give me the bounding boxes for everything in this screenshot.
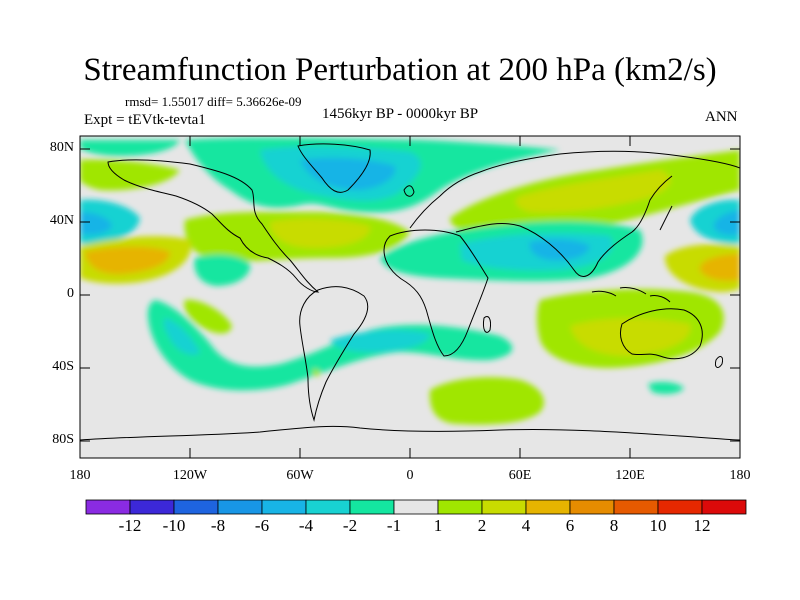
colorbar-swatch — [525, 499, 571, 515]
contour-positive-subtropical-west-core — [85, 246, 170, 274]
colorbar-swatch — [613, 499, 659, 515]
colorbar-swatch — [129, 499, 175, 515]
coastlines — [80, 143, 740, 441]
colorbar-label: 8 — [609, 516, 619, 535]
contour-negative-north-core — [300, 158, 396, 190]
contour-negative-east-edge-core — [713, 210, 740, 236]
period-label: 1456kyr BP - 0000kyr BP — [322, 106, 479, 122]
colorbar-label: 4 — [521, 516, 531, 535]
colorbar-swatch — [173, 499, 219, 515]
x-axis-label: 120W — [172, 468, 208, 483]
colorbar-label: -6 — [254, 516, 270, 535]
contour-positive-indian-ocean-core — [570, 318, 691, 356]
colorbar-swatch — [85, 499, 131, 515]
contour-negative-northwest — [80, 140, 180, 156]
coastline-south-america — [299, 286, 369, 422]
y-axis-label: 80S — [52, 432, 74, 447]
colorbar-label: 1 — [433, 516, 443, 535]
axis-ticks — [79, 136, 741, 458]
colorbar-swatch — [305, 499, 351, 515]
coastline-north-america — [107, 159, 320, 293]
colorbar-swatch — [349, 499, 395, 515]
contour-negative-south-atlantic — [330, 329, 430, 352]
x-axis-label: 60E — [508, 468, 532, 483]
colorbar-label: 10 — [649, 516, 667, 535]
colorbar-label: -12 — [118, 516, 142, 535]
contour-negative-asia-core — [529, 239, 590, 261]
colorbar-label: -4 — [298, 516, 314, 535]
colorbar-label: 12 — [693, 516, 711, 535]
contour-positive-small — [312, 369, 320, 377]
coastline-africa — [383, 229, 489, 357]
stats-line: rmsd= 1.55017 diff= 5.36626e-09 — [125, 94, 302, 109]
experiment-label: Expt = tEVtk-tevta1 — [84, 112, 206, 128]
coastline-antarctica — [80, 425, 740, 441]
coastline-indonesia — [591, 287, 671, 303]
y-axis-label: 40N — [49, 213, 74, 228]
colorbar-label: 6 — [565, 516, 575, 535]
contour-negative-south-indian — [648, 381, 684, 395]
colorbar-label: -10 — [162, 516, 186, 535]
coastline-eurasia — [409, 150, 740, 277]
contour-positive-southern-ocean — [429, 377, 544, 425]
colorbar-label: 2 — [477, 516, 487, 535]
figure-title: Streamfunction Perturbation at 200 hPa (… — [83, 52, 717, 88]
x-axis-label: 120E — [615, 468, 645, 483]
coastline-uk — [403, 185, 415, 197]
colorbar — [85, 499, 747, 515]
colorbar-swatch — [261, 499, 307, 515]
contour-negative-south-core — [163, 318, 200, 355]
contour-negative-south-pacific — [147, 300, 513, 391]
y-axis-label: 80N — [49, 140, 74, 155]
coastline-greenland — [297, 143, 371, 193]
x-axis-label: 60W — [286, 468, 314, 483]
colorbar-swatch — [657, 499, 703, 515]
y-axis-label: 0 — [67, 286, 74, 301]
x-axis-label: 180 — [69, 468, 91, 483]
colorbar-label: -1 — [386, 516, 402, 535]
colorbar-swatch — [217, 499, 263, 515]
colorbar-swatch — [569, 499, 615, 515]
season-label: ANN — [705, 109, 738, 125]
contour-negative-tropical-pacific — [194, 254, 251, 286]
colorbar-label: -8 — [210, 516, 226, 535]
contour-positive-subtropical-east-core — [699, 254, 740, 281]
x-axis-label: 180 — [729, 468, 751, 483]
coastline-japan — [659, 205, 673, 231]
colorbar-swatch — [481, 499, 527, 515]
x-axis-label: 0 — [406, 468, 414, 483]
y-axis-label: 40S — [52, 359, 74, 374]
colorbar-swatch — [437, 499, 483, 515]
coastline-madagascar — [483, 316, 491, 333]
contour-positive-north-america-core — [270, 218, 371, 248]
coastline-australia — [619, 308, 703, 360]
contour-positive-south-pacific — [184, 299, 232, 334]
colorbar-label: -2 — [342, 516, 358, 535]
contour-positive-eurasia-core — [515, 170, 671, 213]
contour-positive-northwest — [80, 159, 180, 191]
contour-fields — [80, 137, 740, 441]
colorbar-swatch — [393, 499, 439, 515]
colorbar-swatch — [701, 499, 747, 515]
contour-negative-west-edge-core — [80, 212, 112, 235]
coastline-new-zealand — [715, 356, 723, 368]
